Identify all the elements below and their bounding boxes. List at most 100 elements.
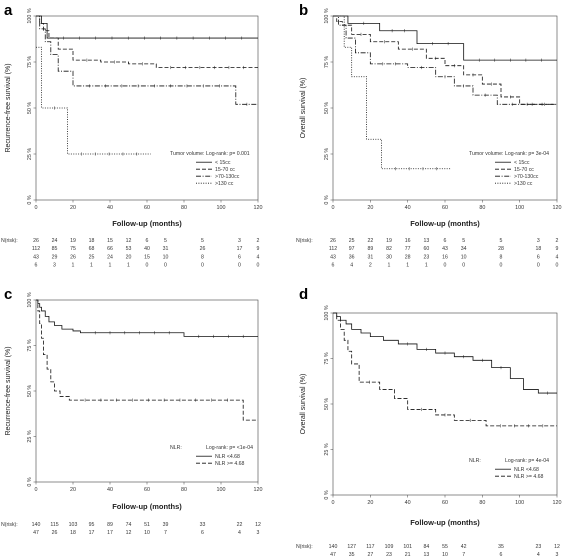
y-tick-label: 0 % [324,490,330,499]
legend-label: >70-130cc [215,174,240,180]
risk-table-cell: 68 [89,246,95,252]
risk-table-cell: 24 [107,254,113,260]
risk-table-cell: 0 [500,263,503,269]
series-line-2 [36,299,258,421]
risk-table-cell: 103 [69,522,78,528]
series-line-1 [333,15,557,61]
risk-table-label: N(risk): [296,238,313,244]
risk-table-cell: 5 [500,238,503,244]
risk-table-cell: 1 [425,263,428,269]
risk-table-cell: 85 [52,246,58,252]
legend-label: 15-70 cc [215,167,235,173]
risk-table-cell: 3 [257,530,260,536]
risk-table-cell: 31 [163,246,169,252]
legend-title: NLR: [170,445,182,451]
x-tick-label: 0 [332,205,335,211]
legend-title: Tumor volume: [170,151,204,157]
risk-table-cell: 2 [369,263,372,269]
legend-label: 15-70 cc [514,167,534,173]
x-tick-label: 20 [367,500,373,506]
x-tick-label: 40 [405,205,411,211]
y-tick-label: 75 % [27,56,33,68]
risk-table-cell: 112 [32,246,40,252]
x-tick-label: 40 [405,500,411,506]
risk-table-cell: 0 [444,263,447,269]
risk-table-cell: 43 [33,254,39,260]
log-rank-label: Log-rank: p= <1e-04 [206,445,253,451]
risk-table-cell: 33 [200,522,206,528]
series-line-2 [36,15,258,68]
risk-table-cell: 23 [386,552,392,558]
risk-table-cell: 35 [349,552,355,558]
risk-table-cell: 9 [556,246,559,252]
risk-table-cell: 1 [127,263,130,269]
risk-table-cell: 40 [144,246,150,252]
risk-table-cell: 25 [349,238,355,244]
risk-table-cell: 31 [367,254,373,260]
risk-table-cell: 3 [537,238,540,244]
x-tick-label: 100 [515,205,524,211]
legend-label: < 15cc [215,160,231,166]
risk-table-cell: 74 [126,522,132,528]
risk-table-cell: 8 [201,254,204,260]
risk-table-cell: 20 [126,254,132,260]
series-line-3 [36,15,258,105]
panel-letter: d [299,286,308,303]
risk-table-cell: 112 [329,246,337,252]
risk-table-cell: 5 [462,238,465,244]
risk-table-cell: 0 [257,263,260,269]
y-tick-label: 50 % [324,398,330,410]
risk-table-cell: 22 [237,522,243,528]
x-axis-title: Follow-up (months) [112,219,182,228]
panel-letter: a [4,2,13,19]
legend-label: >130 cc [215,181,234,187]
risk-table-cell: 53 [126,246,132,252]
risk-table-cell: 7 [164,530,167,536]
risk-table-cell: 10 [461,254,467,260]
risk-table-cell: 18 [89,238,95,244]
legend-title: Tumor volume: [469,151,503,157]
risk-table-cell: 89 [107,522,113,528]
risk-table-cell: 1 [388,263,391,269]
risk-table-cell: 16 [405,238,411,244]
risk-table-label: N(risk): [1,238,18,244]
risk-table-cell: 0 [146,263,149,269]
risk-table-cell: 6 [238,254,241,260]
risk-table-cell: 17 [89,530,95,536]
risk-table-cell: 6 [500,552,503,558]
log-rank-label: Log-rank: p= 4e-04 [505,458,549,464]
y-tick-label: 25 % [324,148,330,160]
risk-table-cell: 1 [72,263,75,269]
risk-table-cell: 36 [349,254,355,260]
x-tick-label: 0 [35,487,38,493]
x-tick-label: 40 [107,205,113,211]
x-tick-label: 60 [442,500,448,506]
risk-table-cell: 51 [144,522,150,528]
y-tick-label: 100 % [27,292,33,307]
risk-table-cell: 12 [126,238,132,244]
x-tick-label: 60 [144,487,150,493]
risk-table-cell: 9 [257,246,260,252]
y-tick-label: 75 % [324,352,330,364]
log-rank-label: Log-rank: p= 0.001 [206,151,250,157]
panel-letter: c [4,286,12,303]
panel-d: d 0 20 40 60 80 100 120 0 % 25 % 50 % 75 % 100 % Foll… [296,286,562,558]
risk-table-cell: 26 [200,246,206,252]
risk-table-cell: 21 [405,552,411,558]
legend-label: >130 cc [514,181,533,187]
risk-table-cell: 22 [367,238,373,244]
y-tick-label: 25 % [27,430,33,442]
risk-table-cell: 26 [330,238,336,244]
y-tick-label: 50 % [324,102,330,114]
risk-table-cell: 4 [238,530,241,536]
y-axis-title: Overall survival (%) [300,78,307,139]
x-tick-label: 0 [35,205,38,211]
risk-table-cell: 17 [107,530,113,536]
risk-table-cell: 2 [556,238,559,244]
x-tick-label: 60 [144,205,150,211]
risk-table-cell: 95 [89,522,95,528]
y-tick-label: 100 % [27,8,33,23]
risk-table-cell: 18 [70,530,76,536]
